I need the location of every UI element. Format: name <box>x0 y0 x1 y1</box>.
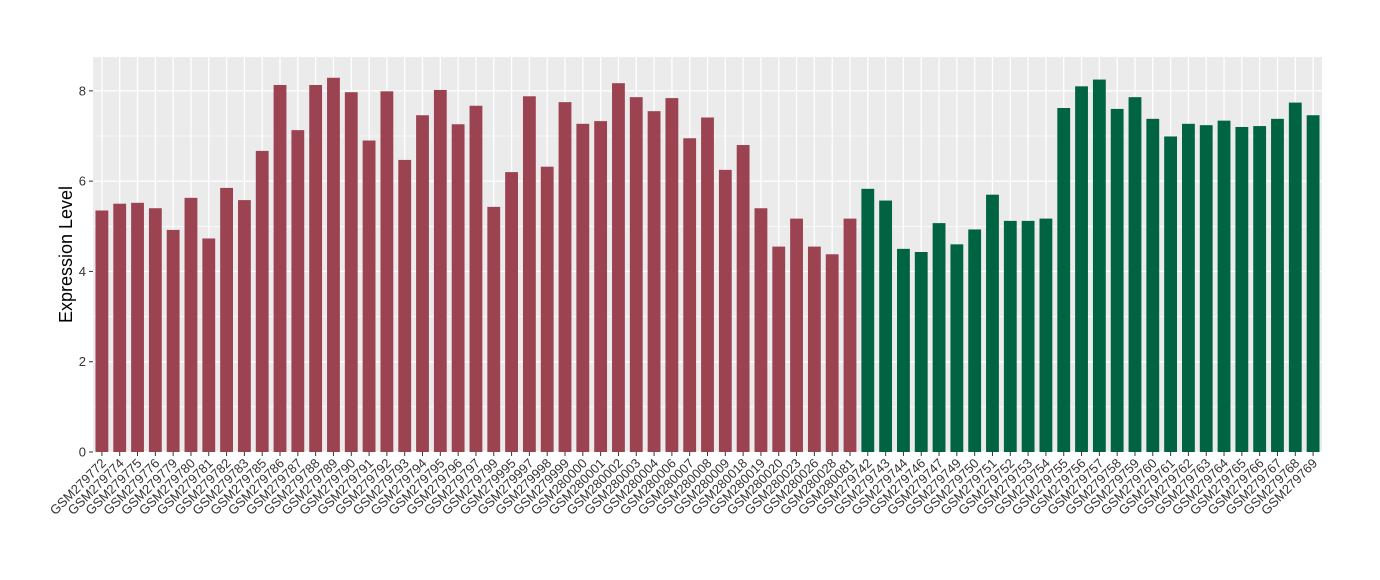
bar[interactable] <box>540 166 554 452</box>
y-tick-label: 4 <box>79 264 86 279</box>
bar[interactable] <box>416 115 429 452</box>
bar-layer <box>95 77 1320 453</box>
bar[interactable] <box>558 102 572 453</box>
x-axis: GSM279772GSM279774GSM279775GSM279776GSM2… <box>47 452 1320 518</box>
bar[interactable] <box>612 83 625 452</box>
bar[interactable] <box>148 208 162 452</box>
bar[interactable] <box>1146 118 1160 453</box>
bar[interactable] <box>131 202 144 452</box>
bar[interactable] <box>1110 108 1124 453</box>
bar[interactable] <box>683 138 697 452</box>
bar[interactable] <box>790 218 803 452</box>
bar[interactable] <box>1092 79 1106 453</box>
bar[interactable] <box>701 117 714 453</box>
bar[interactable] <box>1021 220 1035 452</box>
bar[interactable] <box>95 210 109 452</box>
bar[interactable] <box>166 229 180 452</box>
bar[interactable] <box>1306 115 1320 452</box>
bar[interactable] <box>505 172 518 452</box>
bar[interactable] <box>522 96 536 452</box>
bar[interactable] <box>594 121 608 453</box>
bar[interactable] <box>772 246 786 452</box>
bar[interactable] <box>1217 120 1231 452</box>
y-tick-label: 0 <box>79 445 86 460</box>
bar[interactable] <box>362 140 376 452</box>
bar[interactable] <box>273 84 287 452</box>
bar[interactable] <box>1288 102 1302 452</box>
bar[interactable] <box>879 200 893 452</box>
bar[interactable] <box>1003 220 1017 452</box>
bar[interactable] <box>380 91 394 453</box>
bar[interactable] <box>1253 126 1267 452</box>
bar[interactable] <box>398 159 412 452</box>
bar[interactable] <box>1182 123 1195 452</box>
bar[interactable] <box>469 105 483 453</box>
y-tick-label: 6 <box>79 174 86 189</box>
bar[interactable] <box>825 254 839 452</box>
bar[interactable] <box>202 238 216 452</box>
bar[interactable] <box>1075 86 1088 452</box>
bar[interactable] <box>914 252 928 452</box>
bar[interactable] <box>487 206 501 452</box>
bar[interactable] <box>576 123 590 452</box>
bar[interactable] <box>1039 218 1053 452</box>
bar[interactable] <box>309 84 323 452</box>
bar[interactable] <box>113 203 127 452</box>
bar[interactable] <box>897 248 910 452</box>
bar[interactable] <box>807 246 821 452</box>
bar[interactable] <box>1235 126 1249 452</box>
bar[interactable] <box>665 98 679 452</box>
bar[interactable] <box>718 169 732 452</box>
bar[interactable] <box>629 97 643 453</box>
bar[interactable] <box>344 92 358 452</box>
bar[interactable] <box>184 197 198 452</box>
bar[interactable] <box>932 223 946 452</box>
bar[interactable] <box>754 208 768 452</box>
bar[interactable] <box>736 145 750 452</box>
bar[interactable] <box>1164 136 1178 453</box>
y-tick-label: 2 <box>79 354 86 369</box>
bar[interactable] <box>291 130 305 453</box>
bar[interactable] <box>968 229 982 452</box>
bar[interactable] <box>237 200 251 452</box>
bar[interactable] <box>220 187 233 452</box>
bar[interactable] <box>647 111 661 453</box>
bar[interactable] <box>1271 118 1284 453</box>
y-axis-title: Expression Level <box>56 186 76 323</box>
bar[interactable] <box>986 194 999 452</box>
y-tick-label: 8 <box>79 83 86 98</box>
bar[interactable] <box>255 150 269 452</box>
bar[interactable] <box>1057 108 1071 453</box>
bar[interactable] <box>433 89 447 452</box>
bar[interactable] <box>451 124 465 453</box>
bar[interactable] <box>950 244 964 452</box>
bar[interactable] <box>1128 97 1142 453</box>
bar[interactable] <box>843 218 857 452</box>
y-axis: 0 2 4 6 8 <box>79 83 93 460</box>
bar[interactable] <box>861 188 875 452</box>
bar[interactable] <box>1199 125 1213 452</box>
bar[interactable] <box>327 77 340 452</box>
